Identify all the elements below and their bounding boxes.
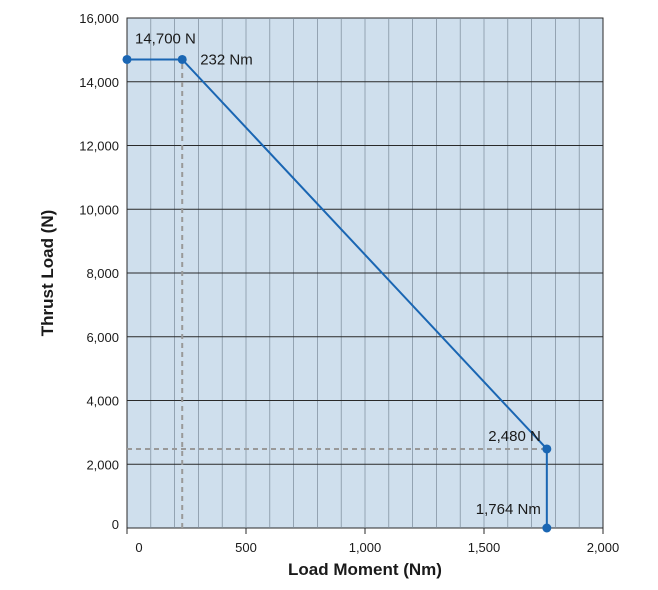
data-point — [542, 523, 552, 533]
x-axis-label: Load Moment (Nm) — [288, 560, 442, 579]
y-axis-ticks: 0 2,000 4,000 6,000 8,000 10,000 12,000 14,000 1… — [79, 11, 119, 532]
data-point — [542, 444, 552, 454]
data-label: 1,764 Nm — [476, 501, 541, 518]
y-tick-label: 2,000 — [86, 457, 119, 472]
y-tick-label: 16,000 — [79, 11, 119, 26]
y-axis-label: Thrust Load (N) — [38, 210, 57, 337]
data-label: 14,700 N — [135, 30, 196, 47]
x-tick-label: 0 — [135, 540, 142, 555]
x-tick-label: 500 — [235, 540, 257, 555]
y-tick-label: 4,000 — [86, 394, 119, 409]
y-tick-label: 10,000 — [79, 202, 119, 217]
x-tick-label: 2,000 — [587, 540, 620, 555]
y-tick-label: 12,000 — [79, 139, 119, 154]
data-label: 2,480 N — [488, 428, 541, 445]
y-tick-label: 0 — [112, 517, 119, 532]
data-point — [177, 54, 187, 64]
guide-lines — [127, 59, 547, 528]
y-tick-label: 6,000 — [86, 330, 119, 345]
data-point — [122, 54, 132, 64]
data-points — [122, 54, 552, 533]
y-tick-label: 14,000 — [79, 75, 119, 90]
data-label: 232 Nm — [200, 51, 253, 68]
x-tick-label: 1,500 — [468, 540, 501, 555]
major-grid — [127, 81, 603, 465]
series-line — [127, 58, 548, 528]
x-tick-label: 1,000 — [349, 540, 382, 555]
x-axis-ticks: 0 500 1,000 1,500 2,000 — [126, 528, 620, 555]
y-tick-label: 8,000 — [86, 266, 119, 281]
